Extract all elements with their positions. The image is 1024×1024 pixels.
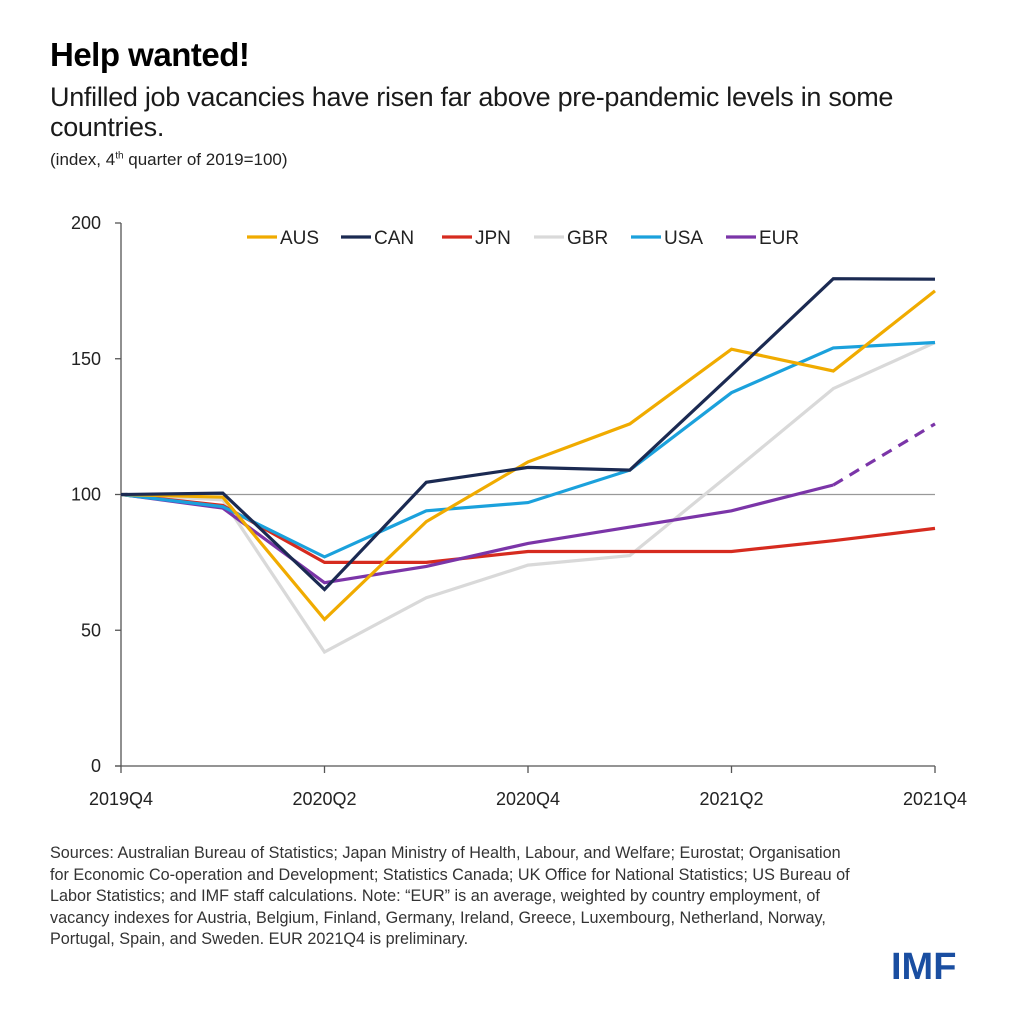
chart-subtitle: Unfilled job vacancies have risen far ab… [50,82,894,142]
y-tick-label: 150 [71,349,101,369]
series-line-aus [120,289,936,622]
x-tick-label: 2020Q2 [292,789,356,809]
legend-label-can: CAN [374,228,414,249]
imf-logo: IMF [891,946,957,988]
series-line-gbr [120,341,936,655]
series-line-eur [120,483,834,585]
axes: 0 50 100 150 200 2019Q4 2020Q2 2020Q4 2021Q2 2021… [71,213,967,809]
units-sup: th [115,150,124,162]
series-line-eur-preliminary [832,422,936,487]
x-tick-label: 2020Q4 [496,789,560,809]
y-tick-label: 200 [71,213,101,233]
legend: AUS CAN JPN GBR USA EUR [247,228,799,249]
x-tick-label: 2019Q4 [89,789,153,809]
y-tick-label: 100 [71,485,101,505]
units-note: (index, 4th quarter of 2019=100) [50,150,288,170]
series-group [120,277,936,655]
legend-label-jpn: JPN [475,228,511,249]
units-prefix: (index, 4 [50,150,116,169]
x-tick-label: 2021Q2 [699,789,763,809]
chart-title: Help wanted! [50,36,250,73]
legend-label-aus: AUS [280,228,319,249]
y-tick-label: 50 [81,620,101,640]
y-tick-label: 0 [91,756,101,776]
units-suffix: quarter of 2019=100) [123,150,288,169]
legend-label-gbr: GBR [567,228,608,249]
source-notes: Sources: Australian Bureau of Statistics… [50,844,850,948]
series-line-can [120,277,936,592]
legend-label-eur: EUR [759,228,799,249]
x-tick-label: 2021Q4 [903,789,967,809]
legend-label-usa: USA [664,228,703,249]
